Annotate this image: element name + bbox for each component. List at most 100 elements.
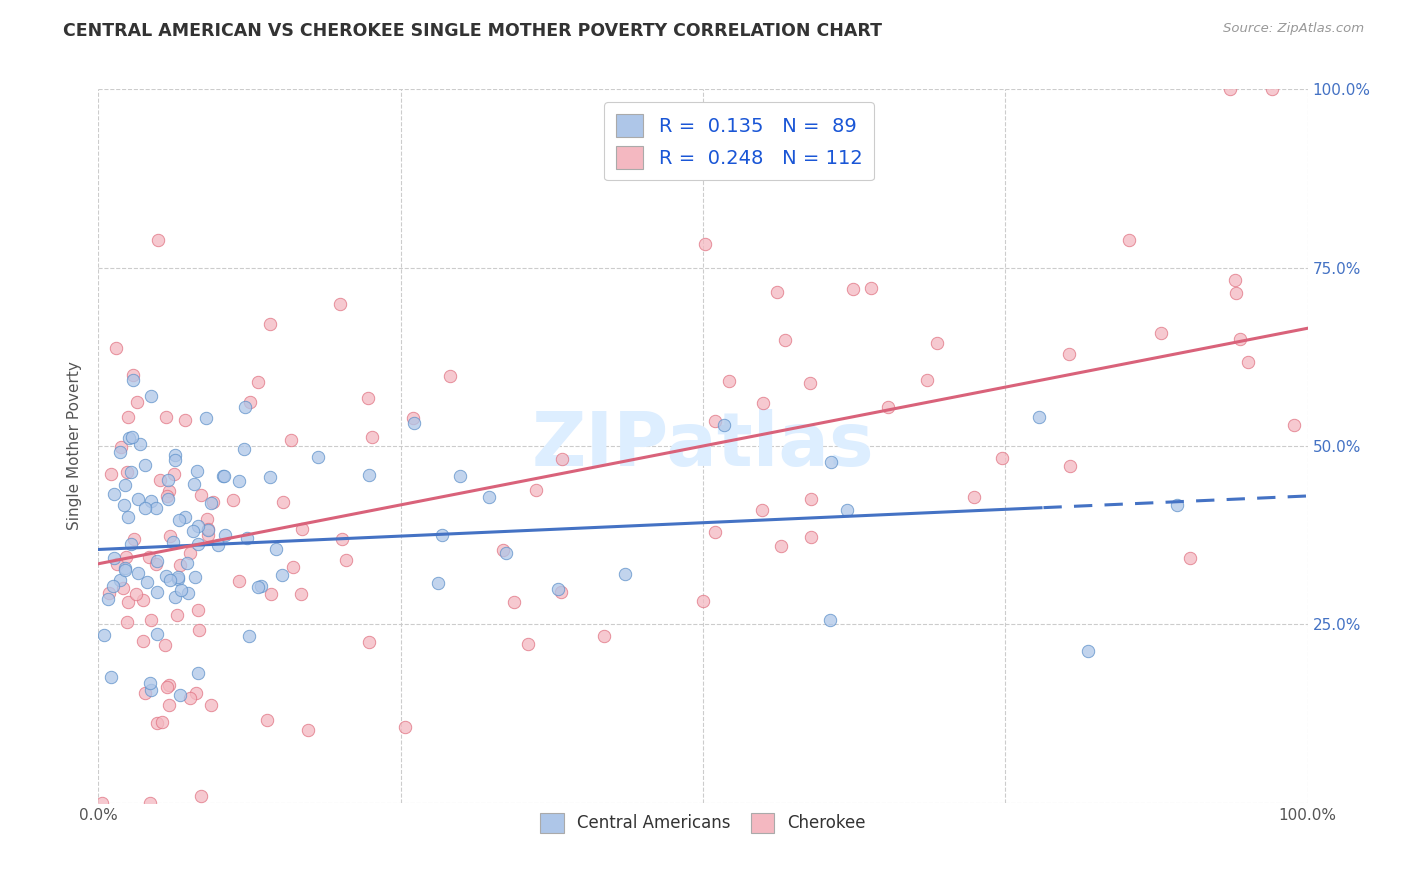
- Point: [162, 467, 184, 482]
- Point: [186, 465, 208, 479]
- Point: [132, 593, 155, 607]
- Point: [103, 487, 125, 501]
- Point: [98, 585, 121, 599]
- Point: [818, 613, 841, 627]
- Point: [155, 409, 177, 424]
- Point: [163, 453, 186, 467]
- Point: [228, 574, 250, 589]
- Point: [181, 524, 204, 538]
- Point: [593, 629, 616, 643]
- Point: [432, 527, 454, 541]
- Point: [97, 591, 120, 606]
- Point: [112, 498, 135, 512]
- Point: [114, 560, 136, 574]
- Point: [134, 500, 156, 515]
- Point: [207, 538, 229, 552]
- Point: [195, 511, 218, 525]
- Point: [127, 395, 149, 409]
- Point: [105, 557, 128, 571]
- Point: [211, 469, 233, 483]
- Point: [120, 537, 142, 551]
- Point: [139, 675, 162, 690]
- Point: [145, 557, 167, 571]
- Point: [163, 590, 186, 604]
- Point: [117, 595, 139, 609]
- Point: [110, 440, 132, 454]
- Point: [200, 496, 222, 510]
- Point: [259, 470, 281, 484]
- Point: [693, 236, 716, 251]
- Point: [775, 333, 797, 347]
- Point: [614, 566, 637, 581]
- Point: [202, 495, 225, 509]
- Point: [103, 579, 125, 593]
- Point: [335, 552, 357, 566]
- Point: [156, 490, 179, 504]
- Point: [190, 789, 212, 804]
- Point: [174, 412, 197, 426]
- Point: [122, 368, 145, 382]
- Point: [128, 437, 150, 451]
- Point: [174, 509, 197, 524]
- Point: [236, 531, 259, 545]
- Point: [114, 549, 136, 564]
- Point: [502, 594, 524, 608]
- Point: [517, 637, 540, 651]
- Point: [118, 431, 141, 445]
- Point: [197, 528, 219, 542]
- Point: [297, 723, 319, 738]
- Point: [250, 579, 273, 593]
- Point: [290, 587, 312, 601]
- Point: [155, 568, 177, 582]
- Point: [925, 336, 948, 351]
- Point: [139, 494, 162, 508]
- Point: [157, 678, 180, 692]
- Point: [122, 373, 145, 387]
- Point: [478, 490, 501, 504]
- Point: [169, 688, 191, 702]
- Point: [139, 389, 162, 403]
- Text: CENTRAL AMERICAN VS CHEROKEE SINGLE MOTHER POVERTY CORRELATION CHART: CENTRAL AMERICAN VS CHEROKEE SINGLE MOTH…: [63, 22, 883, 40]
- Point: [162, 534, 184, 549]
- Point: [214, 528, 236, 542]
- Point: [703, 524, 725, 539]
- Point: [145, 627, 167, 641]
- Point: [117, 615, 139, 629]
- Point: [1229, 332, 1251, 346]
- Point: [800, 530, 823, 544]
- Point: [357, 467, 380, 482]
- Point: [93, 627, 115, 641]
- Point: [167, 572, 190, 586]
- Point: [841, 282, 863, 296]
- Point: [238, 629, 260, 643]
- Point: [769, 539, 792, 553]
- Point: [146, 554, 169, 568]
- Point: [820, 455, 842, 469]
- Point: [835, 503, 858, 517]
- Point: [1057, 347, 1080, 361]
- Point: [915, 373, 938, 387]
- Point: [156, 681, 179, 695]
- Point: [148, 473, 170, 487]
- Point: [153, 638, 176, 652]
- Legend: Central Americans, Cherokee: Central Americans, Cherokee: [531, 805, 875, 841]
- Point: [228, 474, 250, 488]
- Point: [1261, 82, 1284, 96]
- Point: [125, 587, 148, 601]
- Point: [134, 686, 156, 700]
- Point: [115, 465, 138, 479]
- Point: [307, 450, 329, 464]
- Point: [547, 582, 569, 597]
- Point: [401, 410, 423, 425]
- Point: [963, 491, 986, 505]
- Point: [127, 491, 149, 506]
- Point: [120, 465, 142, 479]
- Point: [877, 400, 900, 414]
- Point: [495, 546, 517, 560]
- Point: [184, 570, 207, 584]
- Point: [146, 233, 169, 247]
- Point: [183, 477, 205, 491]
- Point: [1282, 418, 1305, 433]
- Point: [991, 450, 1014, 465]
- Point: [187, 537, 209, 551]
